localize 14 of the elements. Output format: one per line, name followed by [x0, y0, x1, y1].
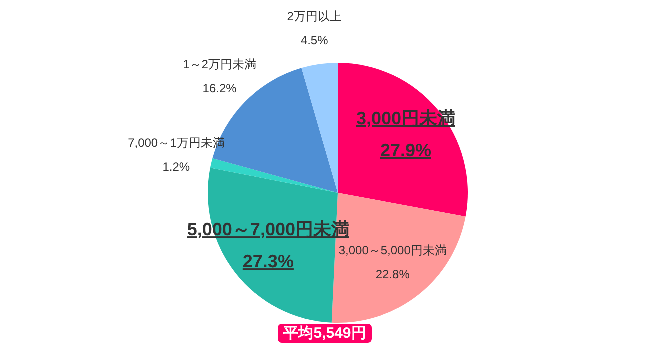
pie-slice	[210, 158, 338, 193]
slice-label: 1～2万円未満	[183, 57, 256, 72]
data-label: 4.5%	[300, 34, 329, 48]
data-label: 22.8%	[376, 267, 410, 282]
data-label: 1.2%	[162, 160, 190, 174]
data-label: 27.9%	[380, 140, 432, 160]
text: 平均5,549円	[278, 324, 372, 343]
data-label: 27.3%	[242, 252, 294, 272]
pie-slice	[332, 193, 466, 323]
slice-label: 2万円以上	[287, 10, 342, 24]
slice-label: 3,000～5,000円未満	[338, 243, 447, 258]
pie-slice	[338, 63, 468, 217]
data-label: 16.2%	[202, 81, 238, 96]
pie-slice	[302, 63, 338, 193]
